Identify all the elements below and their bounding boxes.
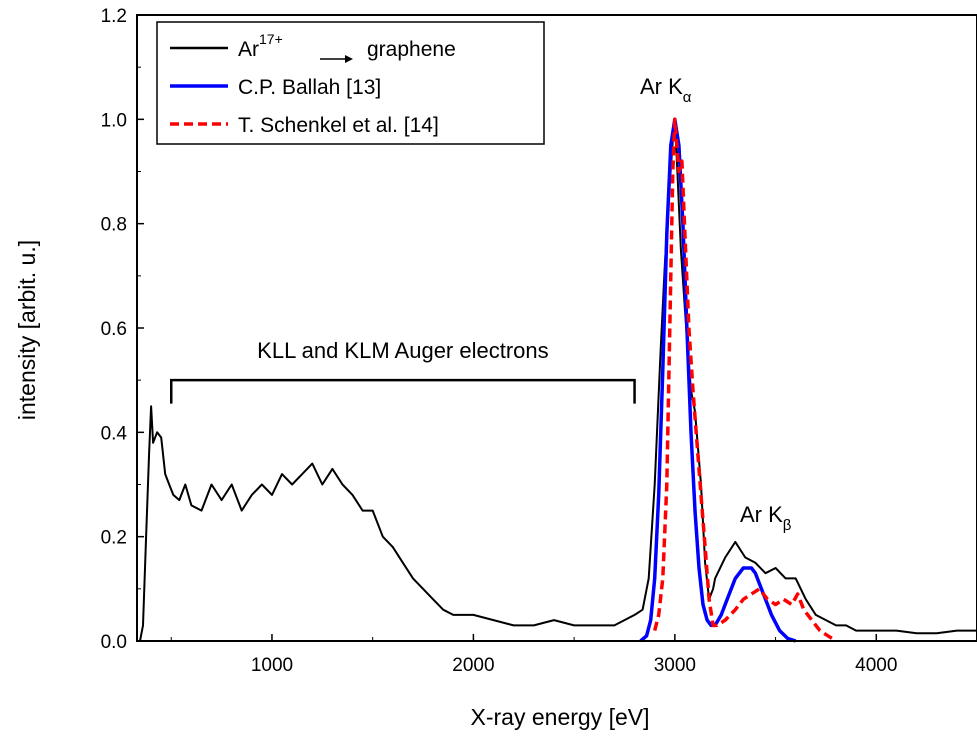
auger-label: KLL and KLM Auger electrons bbox=[257, 338, 548, 363]
ar-k-alpha-label: Ar Kα bbox=[640, 74, 692, 106]
legend-label-data: Ar17+ bbox=[238, 31, 283, 61]
ar-k-beta-label: Ar Kβ bbox=[740, 502, 792, 534]
y-tick-label: 0.4 bbox=[101, 423, 128, 444]
ar-k-beta-base: Ar K bbox=[740, 502, 783, 527]
y-tick-label: 0.8 bbox=[101, 215, 127, 236]
y-tick-label: 1.2 bbox=[101, 6, 127, 27]
legend-box bbox=[156, 21, 545, 145]
legend-arrow-text: graphene bbox=[367, 38, 456, 61]
legend-ar-base: Ar bbox=[238, 38, 259, 61]
series-line-2 bbox=[639, 117, 797, 643]
y-tick-label: 0.6 bbox=[101, 319, 127, 340]
legend: Ar17+ graphene C.P. Ballah [13] T. Schen… bbox=[156, 21, 545, 145]
auger-bracket bbox=[169, 378, 636, 404]
legend-label-schenkel: T. Schenkel et al. [14] bbox=[238, 114, 439, 137]
ar-k-alpha-sub: α bbox=[683, 89, 692, 106]
x-tick-label: 2000 bbox=[452, 655, 494, 676]
ar-k-beta-sub: β bbox=[783, 517, 792, 534]
axis-ticks: 1000 2000 3000 4000 0.0 0.2 0.4 0.6 0.8 1.0 1.2 bbox=[101, 6, 898, 676]
y-axis-title: intensity [arbit. u.] bbox=[14, 240, 40, 420]
plot-content bbox=[137, 117, 977, 643]
series-line-3 bbox=[653, 117, 837, 643]
y-tick-label: 0.2 bbox=[101, 528, 127, 549]
y-tick-label: 0.0 bbox=[101, 632, 127, 653]
legend-arrow-icon bbox=[345, 55, 353, 63]
x-tick-label: 1000 bbox=[251, 655, 293, 676]
ar-k-alpha-base: Ar K bbox=[640, 74, 683, 99]
x-tick-label: 4000 bbox=[855, 655, 897, 676]
y-tick-label: 1.0 bbox=[101, 110, 127, 131]
legend-ar-sup: 17+ bbox=[259, 31, 283, 47]
x-tick-label: 3000 bbox=[654, 655, 696, 676]
x-axis-title: X-ray energy [eV] bbox=[471, 704, 650, 730]
legend-label-ballah: C.P. Ballah [13] bbox=[238, 76, 381, 99]
series-line-1 bbox=[137, 118, 977, 642]
